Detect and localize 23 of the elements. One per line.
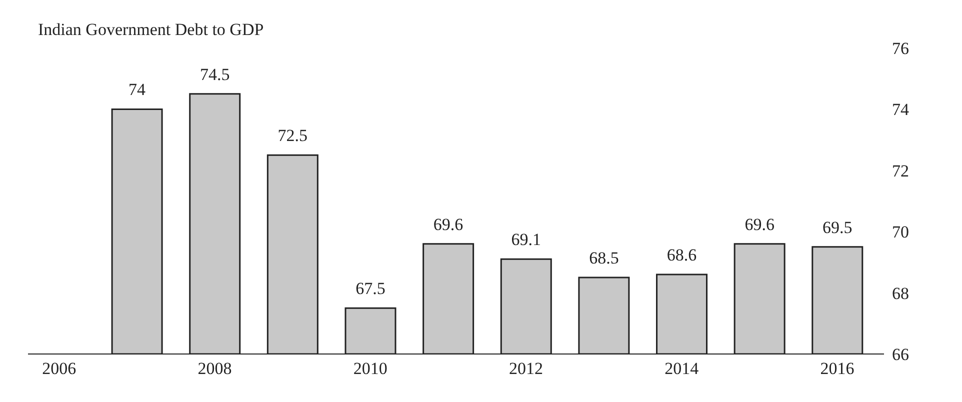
data-label: 69.6 (744, 214, 774, 234)
x-tick-label: 2012 (509, 359, 544, 378)
y-tick-label: 76 (892, 39, 909, 58)
y-tick-label: 72 (892, 161, 909, 180)
data-label: 69.6 (433, 214, 464, 234)
y-tick-label: 74 (892, 100, 910, 120)
data-label: 74.5 (200, 64, 230, 84)
x-tick-label: 2006 (42, 359, 76, 378)
data-label: 67.5 (356, 279, 386, 298)
data-label: 69.5 (822, 218, 852, 237)
x-tick-label: 2016 (820, 359, 854, 378)
data-label: 69.1 (511, 230, 541, 250)
x-tick-label: 2010 (353, 359, 388, 378)
chart-title: Indian Government Debt to GDP (38, 20, 264, 40)
x-tick-label: 2014 (664, 359, 700, 378)
data-label: 72.5 (278, 126, 308, 146)
data-label: 68.6 (666, 245, 697, 264)
y-tick-label: 66 (892, 345, 909, 364)
data-label: 74 (128, 80, 146, 100)
y-tick-label: 68 (892, 284, 909, 303)
y-tick-label: 70 (892, 222, 909, 242)
x-tick-label: 2008 (198, 359, 232, 378)
data-label: 68.5 (589, 248, 619, 268)
